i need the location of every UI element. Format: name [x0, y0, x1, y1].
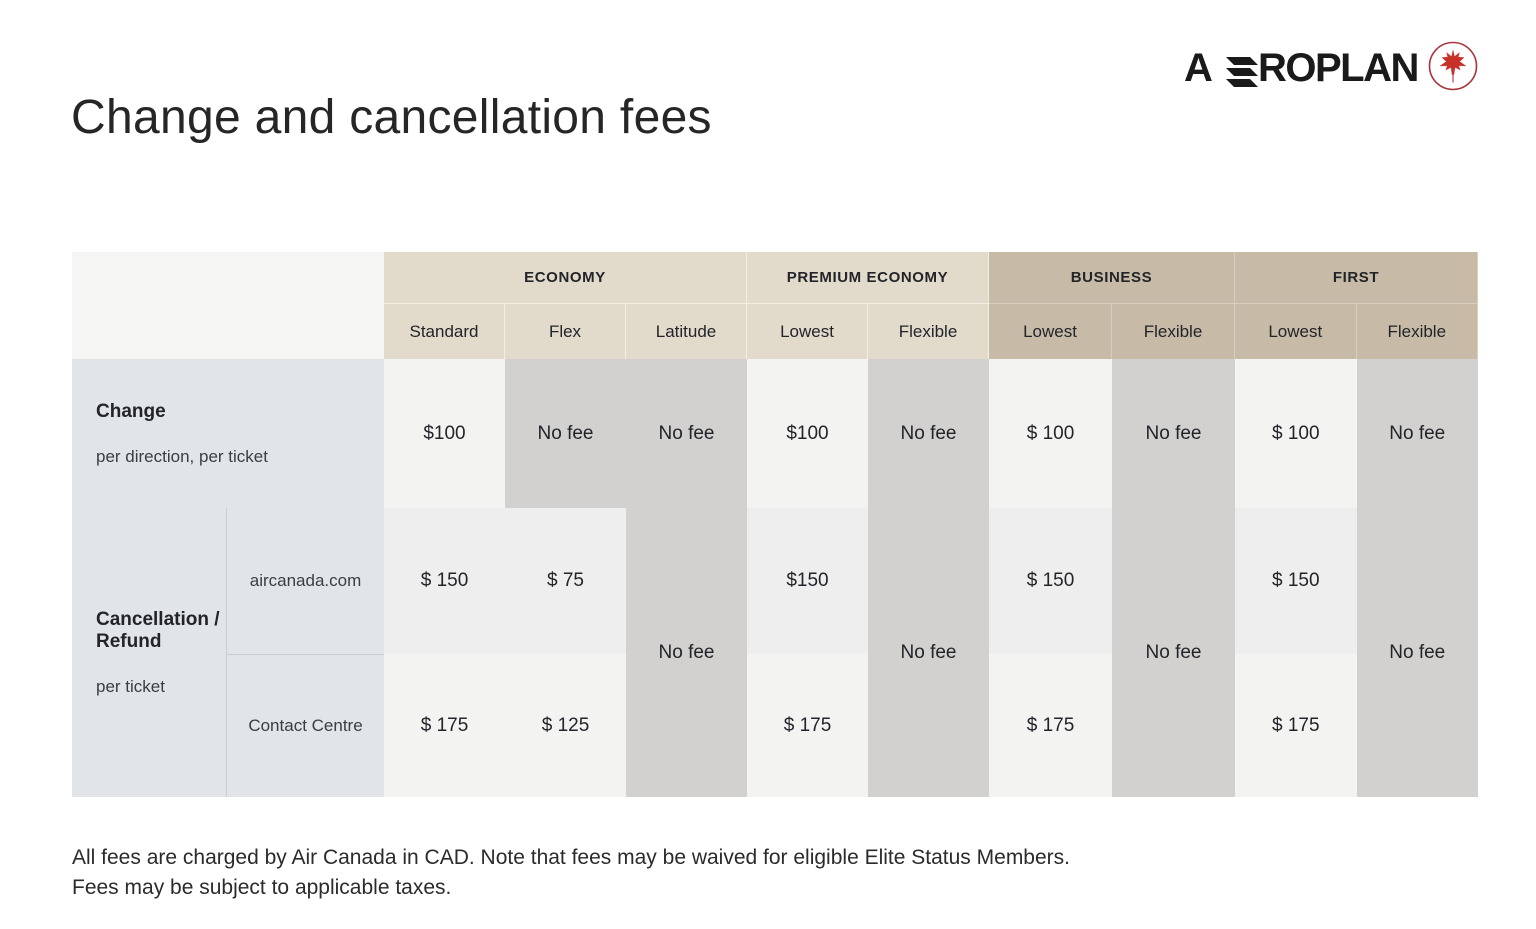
svg-text:A: A — [1184, 46, 1212, 90]
svg-text:ROPLAN: ROPLAN — [1258, 46, 1418, 90]
